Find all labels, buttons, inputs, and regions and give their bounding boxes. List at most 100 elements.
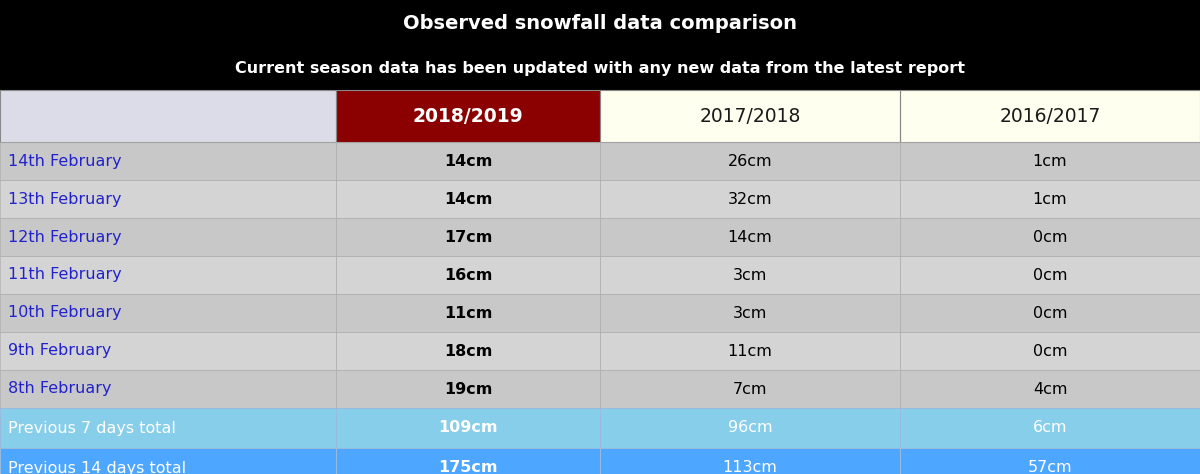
Bar [900,408,1200,448]
Bar [336,142,600,180]
Text: 0cm: 0cm [1033,229,1067,245]
Bar [600,294,900,332]
Bar [600,142,900,180]
Text: 12th February: 12th February [8,229,121,245]
Bar [336,180,600,218]
Bar [336,370,600,408]
Text: 1cm: 1cm [1033,154,1067,168]
Text: Current season data has been updated with any new data from the latest report: Current season data has been updated wit… [235,61,965,76]
Text: 0cm: 0cm [1033,267,1067,283]
Bar [600,332,900,370]
Text: 14cm: 14cm [727,229,773,245]
Bar [336,256,600,294]
Bar [336,408,600,448]
Bar [900,90,1200,142]
Text: 0cm: 0cm [1033,344,1067,358]
Bar [336,408,600,448]
Bar [600,218,900,256]
Bar [0,142,336,180]
Bar [600,180,900,218]
Bar [600,370,900,408]
Bar [600,180,900,218]
Text: 3cm: 3cm [733,267,767,283]
Bar [336,294,600,332]
Bar [900,370,1200,408]
Text: 1cm: 1cm [1033,191,1067,207]
Bar [336,448,600,474]
Text: 175cm: 175cm [438,461,498,474]
Text: 14cm: 14cm [444,154,492,168]
Bar [336,90,600,142]
Bar [900,332,1200,370]
Text: 11cm: 11cm [727,344,773,358]
Bar [900,448,1200,474]
Text: 11th February: 11th February [8,267,121,283]
Text: 14th February: 14th February [8,154,121,168]
Bar [0,0,1200,90]
Bar [336,448,600,474]
Bar [600,448,900,474]
Bar [0,180,336,218]
Text: 19cm: 19cm [444,382,492,396]
Bar [900,448,1200,474]
Bar [900,180,1200,218]
Bar [900,90,1200,142]
Bar [600,448,900,474]
Bar [0,256,336,294]
Bar [336,218,600,256]
Bar [336,180,600,218]
Text: 6cm: 6cm [1033,420,1067,436]
Text: 16cm: 16cm [444,267,492,283]
Text: 9th February: 9th February [8,344,112,358]
Bar [900,256,1200,294]
Text: 0cm: 0cm [1033,306,1067,320]
Bar [336,256,600,294]
Text: Previous 14 days total: Previous 14 days total [8,461,186,474]
Bar [0,370,336,408]
Bar [900,142,1200,180]
Bar [900,370,1200,408]
Text: 26cm: 26cm [727,154,773,168]
Text: 14cm: 14cm [444,191,492,207]
Text: 13th February: 13th February [8,191,121,207]
Bar [900,408,1200,448]
Bar [0,294,336,332]
Bar [0,256,336,294]
Bar [600,90,900,142]
Bar [0,332,336,370]
Text: 3cm: 3cm [733,306,767,320]
Bar [0,180,336,218]
Bar [600,332,900,370]
Bar [0,370,336,408]
Text: 17cm: 17cm [444,229,492,245]
Bar [0,294,336,332]
Bar [0,218,336,256]
Text: 11cm: 11cm [444,306,492,320]
Bar [900,218,1200,256]
Bar [600,142,900,180]
Text: 32cm: 32cm [727,191,773,207]
Text: 96cm: 96cm [727,420,773,436]
Bar [336,142,600,180]
Bar [336,370,600,408]
Text: 2017/2018: 2017/2018 [700,107,800,126]
Bar [0,90,336,142]
Bar [900,294,1200,332]
Bar [0,448,336,474]
Bar [336,332,600,370]
Text: 113cm: 113cm [722,461,778,474]
Text: 18cm: 18cm [444,344,492,358]
Bar [900,218,1200,256]
Bar [0,448,336,474]
Text: 10th February: 10th February [8,306,121,320]
Bar [600,256,900,294]
Text: Previous 7 days total: Previous 7 days total [8,420,176,436]
Bar [0,90,336,142]
Bar [600,218,900,256]
Bar [600,294,900,332]
Bar [600,408,900,448]
Bar [336,218,600,256]
Text: 57cm: 57cm [1027,461,1073,474]
Bar [900,180,1200,218]
Text: 2018/2019: 2018/2019 [413,107,523,126]
